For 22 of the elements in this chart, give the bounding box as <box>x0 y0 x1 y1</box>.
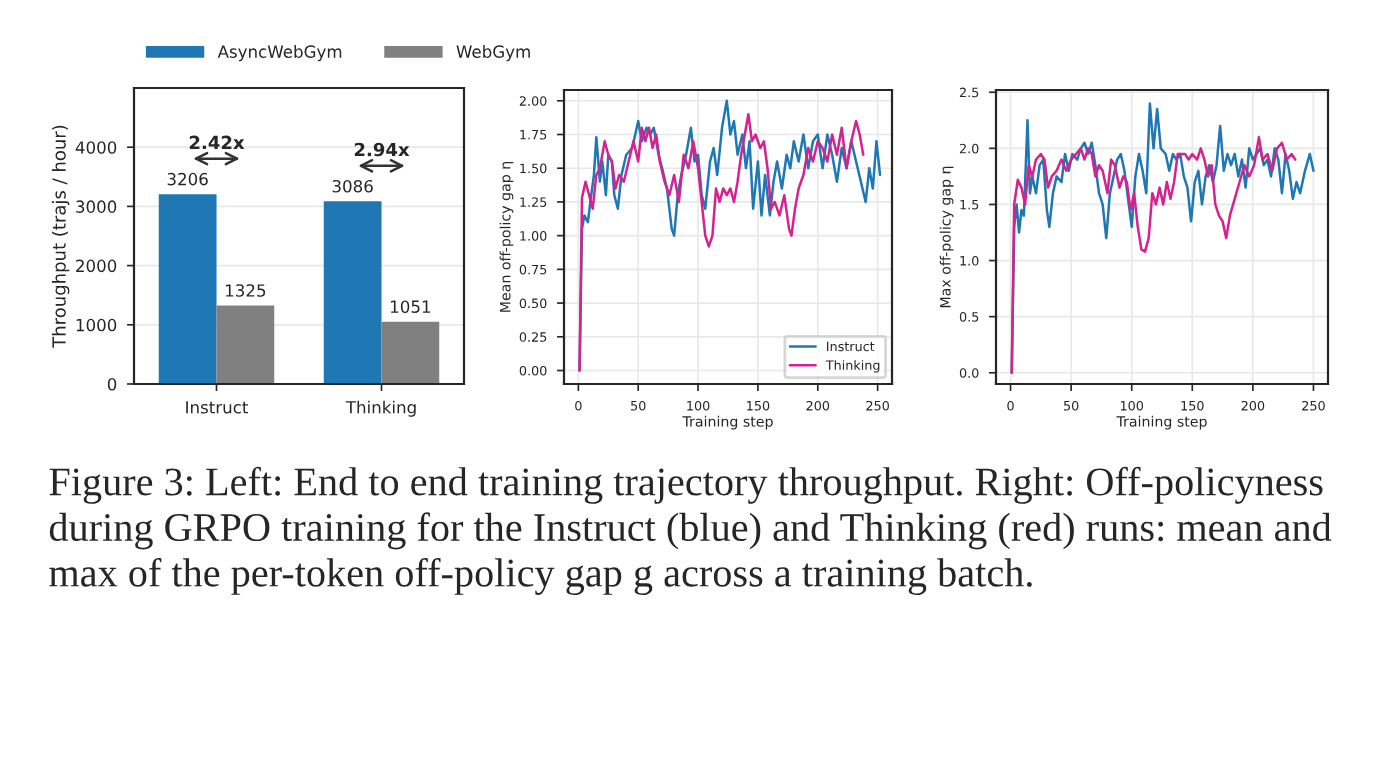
annotation: 2.42x <box>189 135 245 150</box>
data-label: 1325 <box>226 284 266 297</box>
data-label: 3206 <box>167 172 208 186</box>
caption: Figure 3: Left: End to end training trajectory throughput. Right: Off-policyness during GRPO training for the Instruct (blue) and Thinking (red) runs: mean and max of the per-token off-policy gap g across a training batch. <box>49 466 1332 595</box>
legend-label: AsyncWebGym <box>217 45 342 62</box>
bar <box>323 201 382 384</box>
y-axis-title: Throughput (trajs / hour) <box>51 125 70 348</box>
annotation: 2.94x <box>354 142 410 157</box>
y-tick-label: 3000 <box>76 200 117 213</box>
y-tick-label: 1000 <box>76 318 117 332</box>
data-label: 3086 <box>332 179 373 193</box>
x-tick-label: Thinking <box>345 400 416 417</box>
y-tick-label: 0 <box>107 377 117 391</box>
x-tick-label: Instruct <box>186 401 249 414</box>
bar <box>381 321 440 384</box>
bar <box>158 194 217 384</box>
y-tick-label: 2000 <box>76 259 117 273</box>
y-tick-label: 4000 <box>75 141 117 154</box>
data-label: 1051 <box>391 300 431 313</box>
line-series <box>1010 135 1297 375</box>
legend-label: WebGym <box>456 45 530 62</box>
bar <box>216 305 275 384</box>
